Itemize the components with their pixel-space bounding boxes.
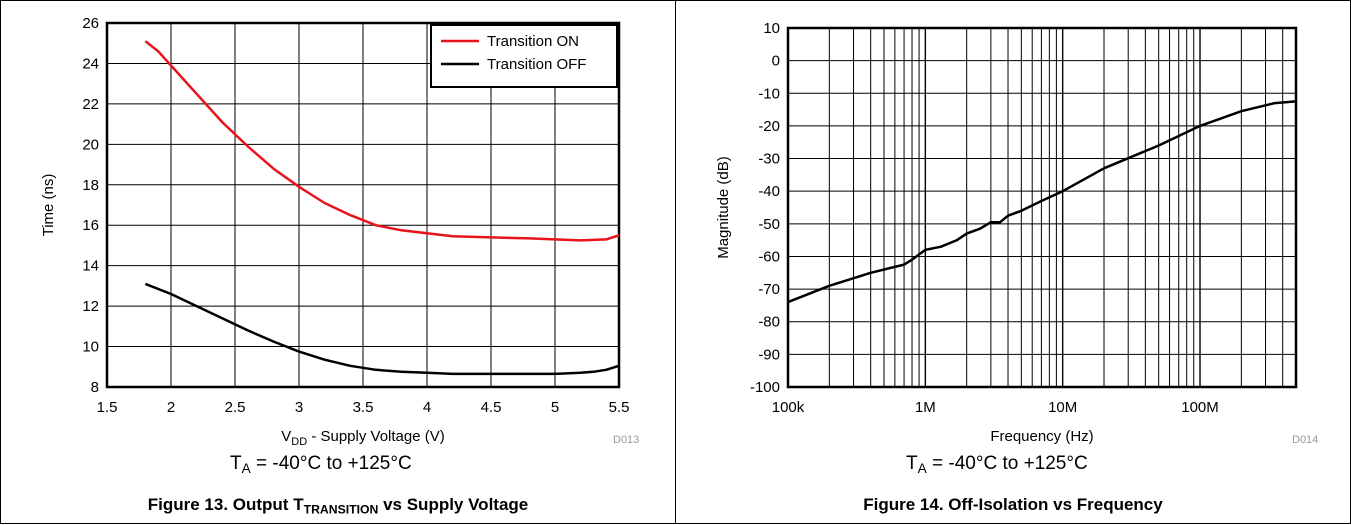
y-tick-label: 18: [82, 177, 99, 194]
y-axis-label: Time (ns): [40, 174, 57, 237]
y-tick-label: 24: [82, 55, 99, 72]
figure-code: D013: [613, 434, 640, 446]
y-tick-label: -50: [758, 216, 780, 233]
caption-subscript: TRANSITION: [303, 502, 379, 517]
y-tick-label: 14: [82, 258, 99, 275]
x-tick-label: 1.5: [97, 399, 118, 416]
condition-symbol: T: [906, 453, 918, 474]
y-tick-label: -100: [750, 379, 780, 396]
y-tick-label: 8: [91, 379, 99, 396]
figure-condition: TA = -40°C to +125°C: [906, 453, 1088, 476]
x-tick-label: 2.5: [225, 399, 246, 416]
y-tick-label: -60: [758, 248, 780, 265]
y-tick-label: 10: [82, 339, 99, 356]
plot-frame: [105, 21, 621, 389]
legend-label: Transition ON: [487, 33, 579, 50]
figure-condition: TA = -40°C to +125°C: [230, 453, 412, 476]
figure-14-panel: 100k 1M 10M 100M -100 -90 -80 -70 -60 -50 -40 -30 -2…: [676, 0, 1351, 524]
y-tick-label: -20: [758, 118, 780, 135]
y-tick-label: 16: [82, 217, 99, 234]
x-tick-label: 4: [423, 399, 431, 416]
y-tick-label: 20: [82, 136, 99, 153]
chart-figure-13: 1.5 2 2.5 3 3.5 4 4.5 5 5.5 8 10 12 14 16 18 20 22 24 26 Tr…: [40, 15, 630, 448]
y-axis-label: Magnitude (dB): [715, 156, 732, 259]
y-tick-label: -70: [758, 281, 780, 298]
y-tick-label: -10: [758, 85, 780, 102]
series-line-transition-on: [144, 40, 620, 242]
caption-suffix: vs Supply Voltage: [378, 495, 529, 514]
x-tick-label: 4.5: [481, 399, 502, 416]
y-tick-label: 10: [763, 20, 780, 37]
figure-code: D014: [1292, 434, 1319, 446]
figure-caption: Figure 14. Off-Isolation vs Frequency: [863, 495, 1163, 514]
condition-symbol: T: [230, 453, 242, 474]
figure-13-panel: 1.5 2 2.5 3 3.5 4 4.5 5 5.5 8 10 12 14 16 18 20 22 24 26 Tr…: [0, 0, 676, 524]
legend-label: Transition OFF: [487, 56, 586, 73]
condition-range: = -40°C to +125°C: [926, 453, 1088, 474]
x-tick-label: 2: [167, 399, 175, 416]
figure-caption: Figure 13. Output TTRANSITION vs Supply …: [1, 495, 675, 517]
x-axis-label: Frequency (Hz): [990, 428, 1093, 445]
y-tick-label: 22: [82, 96, 99, 113]
plot-frame: [786, 26, 1298, 389]
caption-prefix: Figure 13. Output T: [147, 495, 304, 514]
legend-box: [430, 24, 618, 88]
condition-range: = -40°C to +125°C: [250, 453, 412, 474]
x-tick-label: 5.5: [609, 399, 630, 416]
y-tick-label: -80: [758, 314, 780, 331]
x-tick-label: 10M: [1048, 399, 1077, 416]
x-tick-label: 1M: [915, 399, 936, 416]
x-tick-label: 5: [551, 399, 559, 416]
y-tick-label: -90: [758, 346, 780, 363]
series-line-transition-off: [144, 282, 620, 376]
y-tick-label: -40: [758, 183, 780, 200]
y-tick-label: 0: [772, 53, 780, 70]
x-tick-label: 3.5: [353, 399, 374, 416]
y-tick-label: 26: [82, 15, 99, 32]
y-tick-label: 12: [82, 298, 99, 315]
series-line-off-isolation: [787, 100, 1297, 304]
condition-subscript: A: [917, 461, 927, 477]
x-tick-label: 100k: [772, 399, 805, 416]
legend: Transition ON Transition OFF: [430, 24, 618, 88]
condition-subscript: A: [241, 461, 251, 477]
y-tick-label: -30: [758, 151, 780, 168]
chart-figure-14: 100k 1M 10M 100M-100-90-80-70-60-50-40-30-2…: [715, 20, 1298, 445]
x-tick-label: 100M: [1181, 399, 1219, 416]
x-tick-label: 3: [295, 399, 303, 416]
x-axis-label: VDD - Supply Voltage (V): [281, 428, 444, 448]
